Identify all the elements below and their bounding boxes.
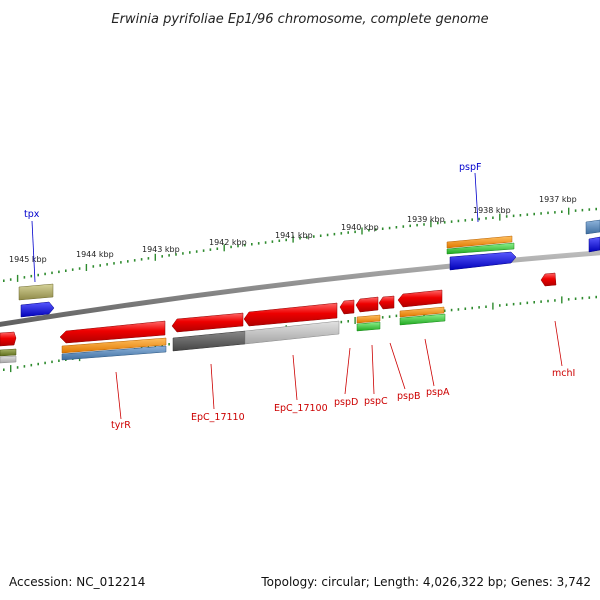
- misc-feature-EpC_17110[interactable]: [172, 330, 246, 352]
- cds-feature-EpC_17100[interactable]: [243, 302, 338, 327]
- cds-feature-pspC-2[interactable]: [356, 321, 381, 332]
- misc-feature-EpC_17100[interactable]: [244, 320, 340, 345]
- label-connectors: [31, 172, 563, 420]
- cds-feature-pspB[interactable]: [378, 295, 395, 310]
- scale-label: 1938 kbp: [473, 206, 511, 215]
- scale-label: 1943 kbp: [142, 245, 180, 254]
- gene-label-pspA[interactable]: pspA: [426, 387, 450, 398]
- gene-label-tyrR[interactable]: tyrR: [111, 420, 131, 431]
- cds-feature-tyrR[interactable]: [59, 320, 166, 344]
- feature-track-upper-left: [18, 283, 55, 318]
- scale-label: 1940 kbp: [341, 223, 379, 232]
- mrna-feature-tyrR[interactable]: [61, 345, 167, 361]
- scale-label: 1944 kbp: [76, 250, 114, 259]
- cds-feature-pspA-2[interactable]: [399, 313, 446, 326]
- gene-feature[interactable]: [0, 348, 17, 357]
- chromosome-backbone: [0, 250, 600, 327]
- protein-feature[interactable]: [20, 301, 55, 318]
- gene-label-pspD[interactable]: pspD: [334, 397, 358, 408]
- gene-label-pspC[interactable]: pspC: [364, 396, 388, 407]
- gene-label-pspB[interactable]: pspB: [397, 391, 421, 402]
- protein-feature[interactable]: [588, 236, 600, 253]
- gene-label-pspF[interactable]: pspF: [459, 162, 481, 173]
- scale-label: 1941 kbp: [275, 231, 313, 240]
- topology-text: Topology: circular; Length: 4,026,322 bp…: [261, 575, 591, 589]
- gene-label-EpC_17110[interactable]: EpC_17110: [191, 412, 245, 423]
- gene-label-tpx[interactable]: tpx: [24, 209, 40, 220]
- gene-feature-pspA[interactable]: [399, 306, 445, 318]
- scale-label: 1939 kbp: [407, 215, 445, 224]
- cds-feature-pspC[interactable]: [355, 296, 379, 313]
- cds-feature-mchI[interactable]: [540, 272, 557, 287]
- gene-feature[interactable]: [18, 283, 54, 301]
- feature-track-upper: [446, 219, 600, 271]
- gene-feature-pspC[interactable]: [356, 314, 381, 324]
- gene-feature-tyrR[interactable]: [61, 337, 167, 354]
- map-title: Erwinia pyrifoliae Ep1/96 chromosome, co…: [111, 12, 488, 27]
- scale-label: 1937 kbp: [539, 195, 577, 204]
- protein-feature[interactable]: [449, 251, 517, 271]
- gene-labels: tpx pspF tyrR EpC_17110 EpC_17100 pspD p…: [24, 162, 575, 431]
- gene-feature[interactable]: [0, 355, 17, 364]
- outer-scale-ticks: [2, 207, 598, 282]
- feature-track-lower: [0, 272, 557, 364]
- scale-label: 1942 kbp: [209, 238, 247, 247]
- cds-feature-pspD[interactable]: [339, 299, 355, 315]
- scale-labels: 1945 kbp 1944 kbp 1943 kbp 1942 kbp 1941…: [9, 195, 577, 264]
- gene-label-EpC_17100[interactable]: EpC_17100: [274, 403, 328, 414]
- cds-feature[interactable]: [446, 242, 515, 255]
- cds-feature[interactable]: [0, 331, 17, 347]
- cds-feature-EpC_17110[interactable]: [171, 312, 244, 333]
- gene-feature[interactable]: [446, 235, 513, 249]
- accession-text: Accession: NC_012214: [9, 575, 146, 589]
- scale-label: 1945 kbp: [9, 255, 47, 264]
- gene-label-mchI[interactable]: mchI: [552, 368, 575, 379]
- gene-feature[interactable]: [585, 219, 600, 235]
- cds-feature-pspA[interactable]: [397, 289, 443, 308]
